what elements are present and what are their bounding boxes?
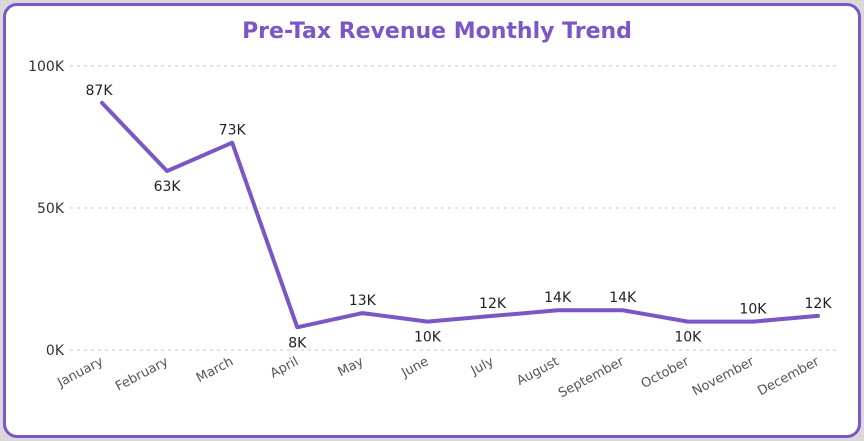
x-tick-label: April [268,354,301,381]
y-axis-ticks: 0K 50K 100K [28,59,65,359]
data-label: 73K [219,123,247,139]
chart-card [3,3,861,438]
gridlines [70,65,836,351]
x-tick-label: May [335,354,366,380]
data-label: 10K [674,330,702,346]
data-label: 12K [479,296,507,312]
x-tick-label: June [398,354,431,381]
y-tick-label: 0K [46,343,65,359]
data-label: 12K [805,296,833,312]
chart-title: Pre-Tax Revenue Monthly Trend [242,19,632,44]
series-line [100,100,820,330]
y-tick-label: 100K [28,59,65,75]
x-tick-label: November [690,354,757,399]
series-line-layer [100,100,820,330]
x-tick-label: January [54,354,106,391]
data-label: 63K [154,179,182,195]
data-label: 87K [86,83,114,99]
data-label: 14K [609,290,637,306]
data-label: 13K [349,293,377,309]
x-tick-label: December [755,354,822,399]
x-axis-ticks: January February March April May June July Augu… [54,354,822,401]
data-label: 10K [414,330,442,346]
data-label: 10K [739,302,767,318]
y-tick-label: 50K [37,201,65,217]
x-tick-label: October [639,354,693,392]
x-tick-label: February [113,354,171,394]
data-labels: 87K 63K 73K 8K 13K 10K 12K 14K 14K 10K 10K 12K [86,83,833,351]
x-tick-label: August [514,354,561,389]
x-tick-label: July [468,354,497,379]
x-tick-label: September [556,354,627,401]
data-label: 8K [288,335,307,351]
data-label: 14K [544,290,572,306]
x-tick-label: March [194,354,236,386]
